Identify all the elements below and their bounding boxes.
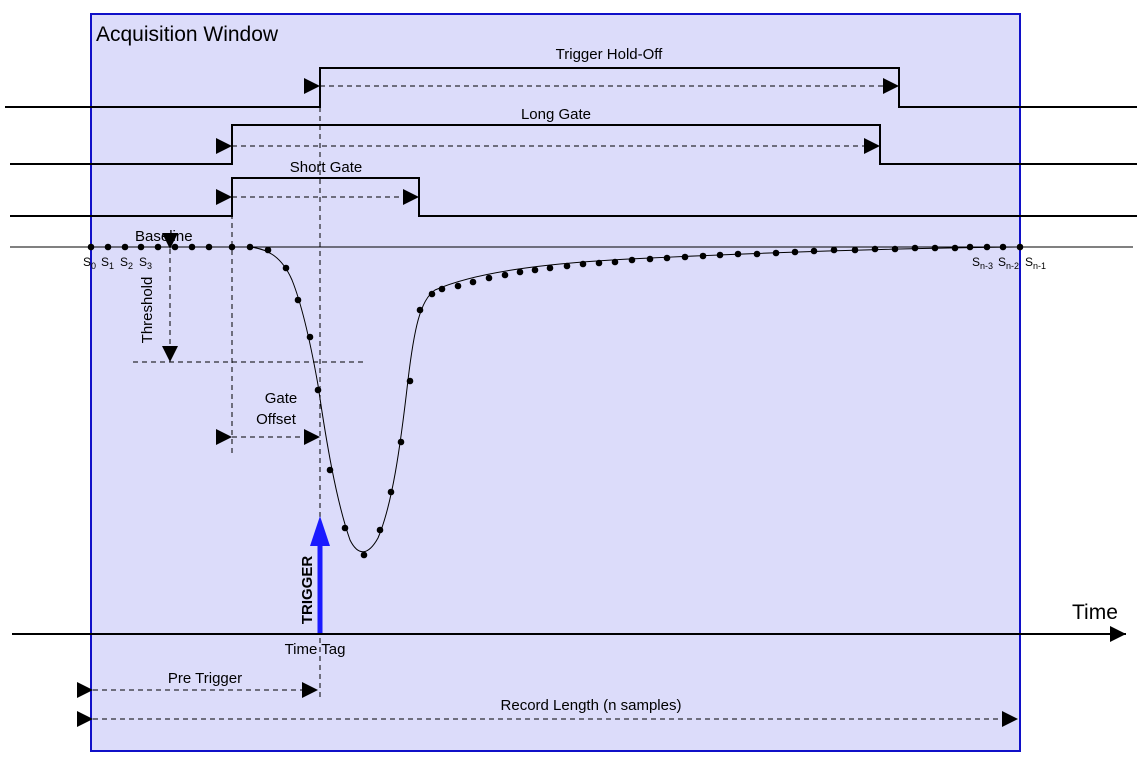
sample-label: S1 [101,255,114,271]
sample-dot [454,282,462,290]
long-gate-label: Long Gate [521,106,591,123]
sample-dot [830,246,838,254]
sample-dot [87,243,95,251]
sample-dot [264,246,272,254]
sample-dot [681,253,689,261]
sample-dot [416,306,424,314]
sample-dot [387,488,395,496]
sample-label: S0 [83,255,96,271]
sample-dot [228,243,236,251]
sample-dot [595,259,603,267]
time-axis-label: Time [1072,601,1118,624]
sample-dot [326,466,334,474]
threshold-label: Threshold [139,277,156,344]
gate-offset-label-2: Offset [256,411,297,428]
trigger-holdoff-signal [5,67,1137,108]
long-gate-signal [10,124,1137,165]
sample-dot [810,247,818,255]
trigger-holdoff-label: Trigger Hold-Off [556,46,664,63]
sample-labels-end: Sn-3 Sn-2 Sn-1 [972,255,1046,271]
sample-dot [546,264,554,272]
sample-dot [663,254,671,262]
sample-dot [516,268,524,276]
sample-label: S3 [139,255,152,271]
sample-dot [428,290,436,298]
sample-dot [611,258,619,266]
short-gate-signal [10,177,1137,217]
sample-dot [294,296,302,304]
pre-trigger-label: Pre Trigger [168,670,242,687]
sample-dot [246,243,254,251]
up-arrow-icon [310,516,330,633]
sample-dot [1016,243,1024,251]
sample-dot [438,285,446,293]
sample-dot [951,244,959,252]
sample-dot [699,252,707,260]
sample-dot [121,243,129,251]
sample-dot [851,246,859,254]
sample-dot [360,551,368,559]
sample-label: S2 [120,255,133,271]
sample-dot [406,377,414,385]
sample-dot [188,243,196,251]
sample-dot [791,248,799,256]
sample-dot [314,386,322,394]
sample-dot [469,278,477,286]
gate-offset-label-1: Gate [265,390,298,407]
sample-dot [501,271,509,279]
sample-label: Sn-3 [972,255,993,271]
sample-dot [753,250,761,258]
sample-dot [646,255,654,263]
sample-dot [137,243,145,251]
sample-dot [966,243,974,251]
sample-dot [397,438,405,446]
sample-dot [171,243,179,251]
sample-dot [772,249,780,257]
sample-labels-start: S0 S1 S2 S3 [83,255,152,271]
record-length-label: Record Length (n samples) [501,697,682,714]
sample-dot [341,524,349,532]
sample-dot [531,266,539,274]
trigger-label: TRIGGER [299,556,316,625]
sample-dot [734,250,742,258]
sample-dot [931,244,939,252]
sample-dot [911,244,919,252]
sample-label: Sn-1 [1025,255,1046,271]
sample-dot [579,260,587,268]
sample-dot [891,245,899,253]
sample-dot [282,264,290,272]
sample-label: Sn-2 [998,255,1019,271]
sample-dot [983,243,991,251]
time-tag-label: Time Tag [285,641,346,658]
sample-dot [716,251,724,259]
window-title: Acquisition Window [96,23,279,46]
short-gate-label: Short Gate [290,159,363,176]
sample-dot [999,243,1007,251]
sample-dot [871,245,879,253]
acquisition-window [90,13,1021,752]
sample-dot [485,274,493,282]
sample-dot [306,333,314,341]
sample-dot [563,262,571,270]
sample-dot [628,256,636,264]
sample-dot [205,243,213,251]
baseline-label: Baseline [135,228,193,245]
sample-dot [104,243,112,251]
sample-dot [154,243,162,251]
sample-points [87,243,1024,559]
sample-dot [376,526,384,534]
